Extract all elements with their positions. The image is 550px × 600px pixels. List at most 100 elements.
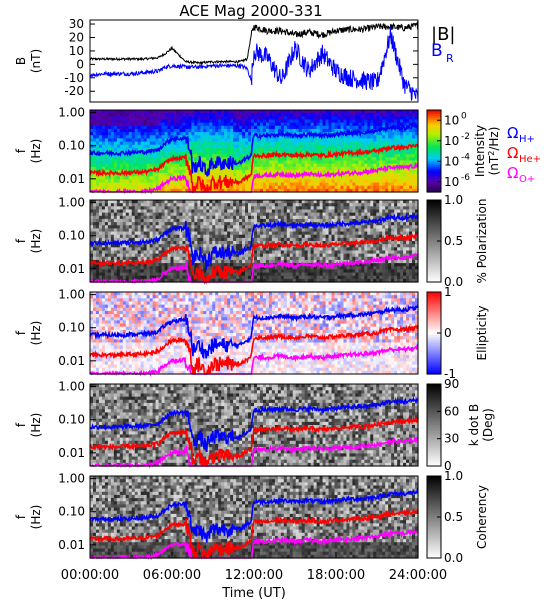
y-tick-label: 20 <box>69 30 84 44</box>
colorbar: 1 0 -1 Ellipticity <box>426 285 489 381</box>
x-tick-label: 06:00:00 <box>143 568 201 583</box>
legend-o-plus-subscript: O+ <box>519 174 535 185</box>
y-tick-label: 0.01 <box>58 446 85 460</box>
colorbar-tick-label: 0 <box>444 459 452 473</box>
colorbar-tick-label: 30 <box>444 432 459 446</box>
y-axis-label: B <box>14 57 28 65</box>
y-tick-label: 0 <box>76 57 84 71</box>
h-plus-gyrofrequency-line <box>89 304 419 360</box>
y-tick-label: 0.01 <box>58 172 85 186</box>
colorbar-tick-label: 10 <box>444 154 459 168</box>
y-axis-unit: (Hz) <box>29 139 43 164</box>
y-tick-label: 0.10 <box>58 413 85 427</box>
colorbar-label: Coherency <box>475 485 489 549</box>
colorbar-label: % Polarization <box>475 199 489 284</box>
h-plus-gyrofrequency-line <box>89 121 419 177</box>
y-tick-label: 0.10 <box>58 139 85 153</box>
colorbar-tick-label: 0.0 <box>444 275 463 289</box>
y-tick-label: 1.00 <box>58 472 85 486</box>
legend-he-plus-omega: Ω <box>507 144 518 162</box>
b-r-line <box>89 26 419 102</box>
y-tick-label: 0.10 <box>58 229 85 243</box>
he-plus-gyrofrequency-line <box>89 324 419 375</box>
legend-b-r-label: B <box>431 41 443 61</box>
y-tick-label: 1.00 <box>58 288 85 302</box>
legend-h-plus-omega: Ω <box>507 124 518 142</box>
x-axis-label: Time (UT) <box>221 586 286 600</box>
colorbar-tick-exponent: 0 <box>461 111 467 121</box>
x-tick-label: 24:00:00 <box>389 568 447 583</box>
y-tick-label: 0.10 <box>58 505 85 519</box>
ellipticity-spectrogram-panel: 1.00 0.10 0.01 f (Hz) 1 0 -1 Ellipticity <box>14 285 489 381</box>
y-axis-unit: (Hz) <box>29 413 43 438</box>
o-plus-gyrofrequency-line <box>89 528 419 561</box>
legend-o-plus-omega: Ω <box>507 164 518 182</box>
b-total-line <box>89 21 419 66</box>
o-plus-gyrofrequency-line <box>90 436 419 469</box>
polarization-spectrogram-panel: 1.00 0.10 0.01 f (Hz) 1.0 0.5 0.0 % Polarization <box>14 193 489 289</box>
o-plus-gyrofrequency-line <box>89 161 419 195</box>
y-tick-label: 1.00 <box>58 106 85 120</box>
colorbar-tick-label: 0 <box>444 326 452 340</box>
y-axis-label: f <box>14 148 28 153</box>
y-axis-unit: (Hz) <box>29 229 43 254</box>
colorbar-tick-exponent: -6 <box>461 173 470 183</box>
plot-frame <box>89 109 419 193</box>
y-axis-unit: (nT) <box>29 49 43 73</box>
y-tick-label: -10 <box>64 71 84 85</box>
colorbar: 1.0 0.5 0.0 % Polarization <box>426 193 489 289</box>
y-tick-label: -20 <box>64 84 84 98</box>
legend-h-plus-subscript: H+ <box>519 134 535 145</box>
colorbar-frame <box>426 383 442 467</box>
heatmap-cells <box>90 292 419 375</box>
he-plus-gyrofrequency-line <box>89 143 419 194</box>
colorbar: 1.0 0.5 0.0 Coherency <box>426 469 489 565</box>
y-tick-label: 0.10 <box>58 321 85 335</box>
legend-he-plus: Ω He+ <box>507 144 541 165</box>
colorbar-tick-label: 1.0 <box>444 193 463 207</box>
colorbar-tick-label: 1 <box>444 285 452 299</box>
colorbar-tick-exponent: -4 <box>461 152 470 162</box>
colorbar-frame <box>426 109 442 193</box>
y-tick-label: 30 <box>69 17 84 31</box>
colorbar-tick-label: 10 <box>444 134 459 148</box>
y-tick-label: 0.01 <box>58 262 85 276</box>
h-plus-gyrofrequency-line <box>89 487 419 543</box>
colorbar-unit: (nT2/Hz) <box>487 127 501 176</box>
x-tick-label: 12:00:00 <box>225 568 283 583</box>
colorbar-tick-label: 0.5 <box>444 234 463 248</box>
legend-b-r-subscript: R <box>446 52 454 65</box>
h-plus-gyrofrequency-line <box>89 212 419 270</box>
he-plus-gyrofrequency-line <box>89 232 419 285</box>
colorbar-tick-exponent: -2 <box>461 132 470 142</box>
plot-frame <box>89 383 419 467</box>
colorbar-label: Ellipticity <box>475 306 489 361</box>
legend-he-plus-subscript: He+ <box>519 154 541 165</box>
legend-o-plus: Ω O+ <box>507 164 535 185</box>
y-tick-label: 10 <box>69 44 84 58</box>
colorbar-tick-label: 60 <box>444 404 459 418</box>
y-axis-label: f <box>14 422 28 427</box>
he-plus-gyrofrequency-line <box>89 416 419 467</box>
figure-title: ACE Mag 2000-331 <box>179 2 322 20</box>
colorbar-tick-label: -1 <box>444 367 456 381</box>
x-tick-label: 18:00:00 <box>307 568 365 583</box>
y-axis-label: f <box>14 330 28 335</box>
colorbar: 90 60 30 0 k dot B (Deg) <box>426 377 495 473</box>
coherency-spectrogram-panel: 1.00 0.10 0.01 f (Hz) 1.0 0.5 0.0 Coherency <box>14 469 489 565</box>
legend-h-plus: Ω H+ <box>507 124 535 145</box>
plot-frame <box>89 199 419 283</box>
colorbar-tick-label: 10 <box>444 113 459 127</box>
colorbar-label: k dot B <box>467 404 481 446</box>
y-axis-unit: (Hz) <box>29 321 43 346</box>
h-plus-gyrofrequency-line <box>89 396 419 453</box>
legend-b-r: B R <box>431 41 454 65</box>
colorbar-tick-label: 0.0 <box>444 551 463 565</box>
colorbar-tick-label: 1.0 <box>444 469 463 483</box>
y-tick-label: 0.01 <box>58 538 85 552</box>
colorbar-unit: (Deg) <box>481 408 495 442</box>
